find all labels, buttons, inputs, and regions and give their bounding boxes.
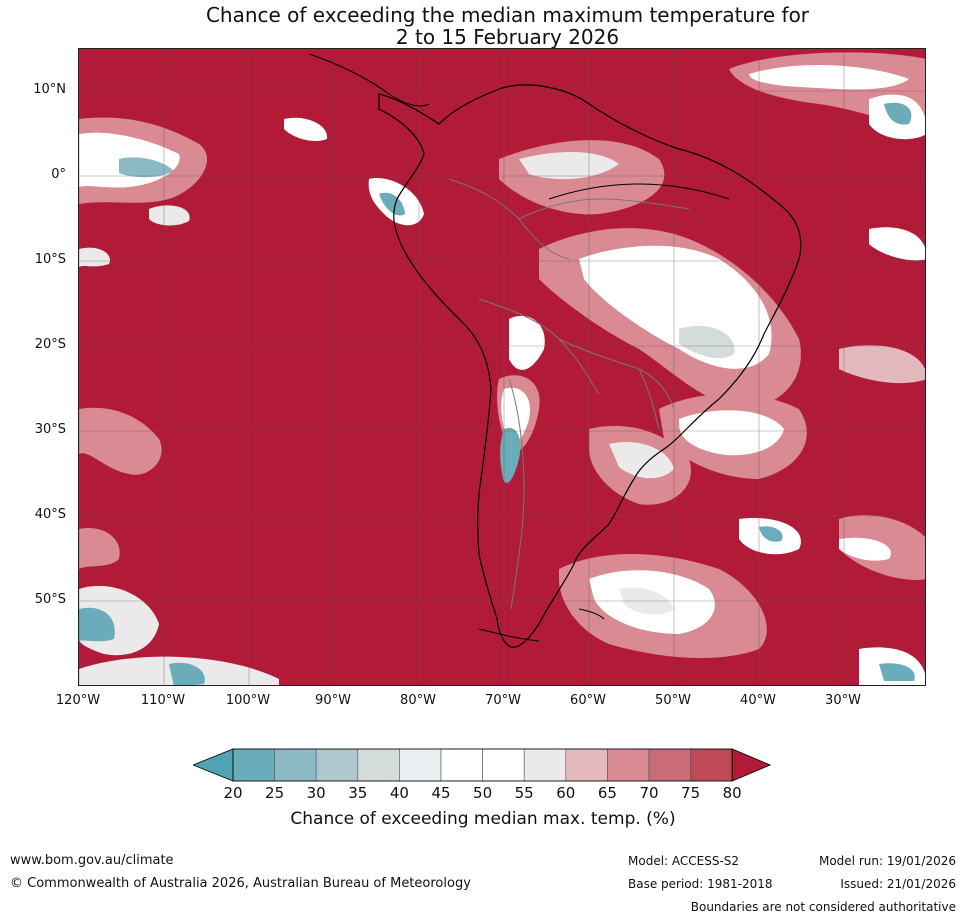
lon-label-100w: 100°W bbox=[225, 693, 271, 708]
lon-label-90w: 90°W bbox=[315, 693, 351, 708]
title-line-1: Chance of exceeding the median maximum t… bbox=[205, 3, 810, 27]
colorbar-tick-label: 25 bbox=[265, 784, 285, 802]
colorbar-tick-label: 60 bbox=[556, 784, 576, 802]
footer-url[interactable]: www.bom.gov.au/climate bbox=[10, 853, 174, 868]
colorbar-cell bbox=[648, 748, 691, 782]
colorbar-tick-label: 75 bbox=[681, 784, 701, 802]
colorbar-cell bbox=[607, 748, 650, 782]
country-borders bbox=[448, 178, 690, 610]
lat-label-10n: 10°N bbox=[33, 82, 66, 97]
colorbar-tick-label: 65 bbox=[597, 784, 617, 802]
colorbar-tick-label: 45 bbox=[431, 784, 451, 802]
footer-base-period: Base period: 1981-2018 bbox=[628, 877, 773, 891]
colorbar-tick-label: 40 bbox=[389, 784, 409, 802]
colorbar-tick-label: 35 bbox=[348, 784, 368, 802]
graticule bbox=[79, 49, 925, 685]
colorbar-outline bbox=[232, 748, 733, 782]
title-line-2: 2 to 15 February 2026 bbox=[395, 25, 620, 49]
colorbar-cell bbox=[357, 748, 400, 782]
colorbar-cell bbox=[315, 748, 359, 782]
central-america-coastline bbox=[308, 53, 430, 107]
lon-label-110w: 110°W bbox=[140, 693, 186, 708]
colorbar-cell bbox=[565, 748, 608, 782]
map-svg bbox=[79, 49, 925, 685]
lat-label-50s: 50°S bbox=[34, 592, 66, 607]
colorbar-cell bbox=[399, 748, 442, 782]
lat-label-10s: 10°S bbox=[34, 252, 66, 267]
lat-label-0: 0° bbox=[51, 167, 66, 182]
lon-label-30w: 30°W bbox=[825, 693, 861, 708]
colorbar-tick-label: 50 bbox=[473, 784, 493, 802]
colorbar-extend-high bbox=[731, 748, 772, 782]
south-america-coastline bbox=[378, 84, 802, 648]
colorbar-cell bbox=[523, 748, 567, 782]
lat-label-30s: 30°S bbox=[34, 422, 66, 437]
lat-label-20s: 20°S bbox=[34, 337, 66, 352]
atlantic-anomalies bbox=[729, 52, 925, 685]
footer-copyright: © Commonwealth of Australia 2026, Austra… bbox=[10, 876, 471, 891]
lat-label-40s: 40°S bbox=[34, 507, 66, 522]
footer-model: Model: ACCESS-S2 bbox=[628, 854, 740, 868]
colorbar-extend-low bbox=[193, 748, 234, 782]
colorbar-cell bbox=[440, 748, 483, 782]
lon-label-50w: 50°W bbox=[655, 693, 691, 708]
lon-label-40w: 40°W bbox=[740, 693, 776, 708]
lon-label-60w: 60°W bbox=[570, 693, 606, 708]
colorbar-label: Chance of exceeding median max. temp. (%… bbox=[290, 809, 676, 829]
rivers-lakes bbox=[478, 183, 730, 642]
lon-label-70w: 70°W bbox=[485, 693, 521, 708]
footer-boundaries-note: Boundaries are not considered authoritat… bbox=[690, 900, 956, 914]
colorbar-cells bbox=[193, 748, 772, 782]
colorbar-cell bbox=[232, 748, 275, 782]
footer-issued: Issued: 21/01/2026 bbox=[840, 877, 956, 891]
colorbar-tick-label: 20 bbox=[223, 784, 243, 802]
lon-label-80w: 80°W bbox=[400, 693, 436, 708]
forecast-map bbox=[78, 48, 926, 686]
colorbar-tick-label: 55 bbox=[514, 784, 534, 802]
footer-model-run: Model run: 19/01/2026 bbox=[818, 854, 956, 868]
colorbar-cell bbox=[690, 748, 733, 782]
map-title: Chance of exceeding the median maximum t… bbox=[0, 4, 965, 48]
colorbar bbox=[193, 748, 772, 782]
colorbar-cell bbox=[274, 748, 317, 782]
lon-label-120w: 120°W bbox=[55, 693, 101, 708]
colorbar-tick-label: 70 bbox=[639, 784, 659, 802]
continent-anomalies bbox=[497, 140, 807, 659]
colorbar-cell bbox=[482, 748, 525, 782]
colorbar-tick-label: 30 bbox=[306, 784, 326, 802]
colorbar-tick-label: 80 bbox=[722, 784, 742, 802]
